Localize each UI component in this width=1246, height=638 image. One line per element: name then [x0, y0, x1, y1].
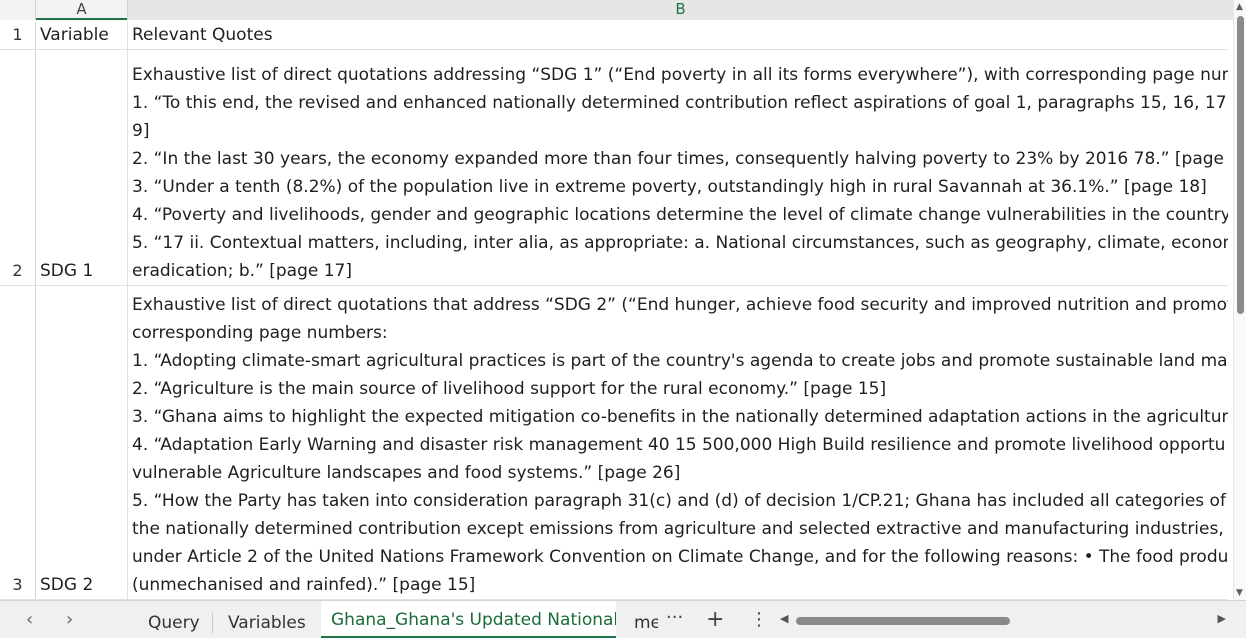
- vertical-scroll-thumb[interactable]: [1237, 16, 1244, 314]
- cell-a3[interactable]: SDG 2: [36, 286, 128, 599]
- table-row: 3 SDG 2 Exhaustive list of direct quotat…: [0, 286, 1228, 600]
- tab-divider: [212, 613, 213, 633]
- row-number[interactable]: 2: [0, 50, 36, 285]
- scroll-right-arrow-icon[interactable]: ▶: [1217, 612, 1226, 625]
- vertical-scrollbar[interactable]: ▲ ▼: [1233, 0, 1246, 600]
- spreadsheet-grid: 1 Variable Relevant Quotes 2 SDG 1 Exhau…: [0, 22, 1228, 600]
- previous-sheet-icon[interactable]: ‹: [26, 609, 34, 630]
- cell-b3[interactable]: Exhaustive list of direct quotations tha…: [128, 286, 1228, 599]
- sheet-tab-bar: ‹ › Query Variables Ghana_Ghana's Update…: [0, 600, 1246, 638]
- cell-b3-text: Exhaustive list of direct quotations tha…: [132, 295, 1228, 595]
- table-row: 1 Variable Relevant Quotes: [0, 22, 1228, 50]
- scroll-left-arrow-icon[interactable]: ◀: [780, 612, 789, 625]
- cell-b1[interactable]: Relevant Quotes: [128, 22, 1228, 49]
- table-row: 2 SDG 1 Exhaustive list of direct quotat…: [0, 50, 1228, 286]
- sheet-tab-query[interactable]: Query: [148, 613, 200, 633]
- row-number[interactable]: 1: [0, 22, 36, 49]
- add-sheet-icon[interactable]: +: [706, 607, 725, 632]
- sheet-tab-variables[interactable]: Variables: [228, 613, 306, 633]
- horizontal-scroll-thumb[interactable]: [796, 617, 1010, 625]
- next-sheet-icon[interactable]: ›: [66, 609, 74, 630]
- cell-a1[interactable]: Variable: [36, 22, 128, 49]
- sheet-tab-ghana-active[interactable]: Ghana_Ghana's Updated Nationall: [321, 601, 616, 638]
- horizontal-scrollbar[interactable]: ◀ ▶: [780, 612, 1226, 627]
- more-sheets-icon[interactable]: ···: [666, 607, 684, 628]
- column-header-b[interactable]: B: [128, 0, 1233, 20]
- sheet-tab-me[interactable]: me: [634, 613, 658, 633]
- cell-b2-text: Exhaustive list of direct quotations add…: [132, 65, 1228, 281]
- scroll-down-arrow-icon[interactable]: ▼: [1236, 588, 1243, 598]
- cell-b1-text: Relevant Quotes: [132, 25, 273, 45]
- scroll-up-arrow-icon[interactable]: ▲: [1236, 2, 1243, 12]
- cell-a2[interactable]: SDG 1: [36, 50, 128, 285]
- cell-b2[interactable]: Exhaustive list of direct quotations add…: [128, 50, 1228, 285]
- sheet-options-icon[interactable]: ⋮: [750, 609, 768, 630]
- row-number[interactable]: 3: [0, 286, 36, 599]
- column-header-bar: A B: [0, 0, 1233, 20]
- column-header-a[interactable]: A: [36, 0, 128, 20]
- select-all-corner[interactable]: [0, 0, 36, 20]
